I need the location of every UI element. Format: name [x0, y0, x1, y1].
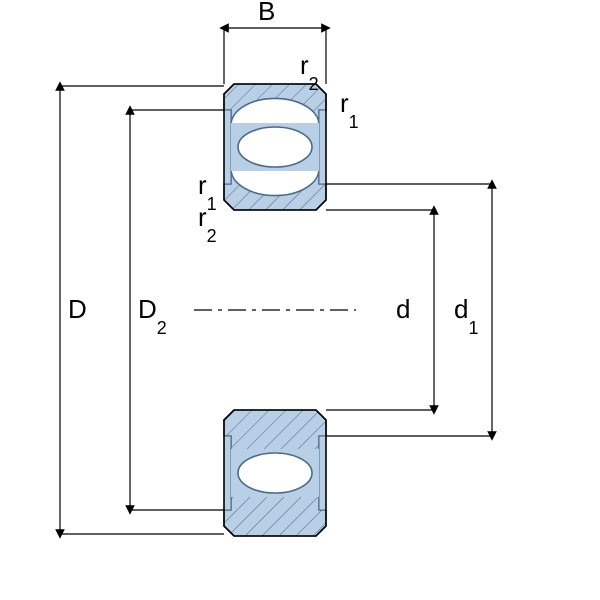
- svg-text:d1: d1: [454, 294, 478, 338]
- svg-text:B: B: [258, 0, 275, 26]
- svg-text:r1: r1: [340, 88, 359, 132]
- svg-text:D2: D2: [138, 294, 167, 338]
- svg-text:d: d: [396, 294, 410, 324]
- svg-text:D: D: [68, 294, 87, 324]
- bearing-cross-section: BDD2dd1r2r1r1r2: [0, 0, 600, 600]
